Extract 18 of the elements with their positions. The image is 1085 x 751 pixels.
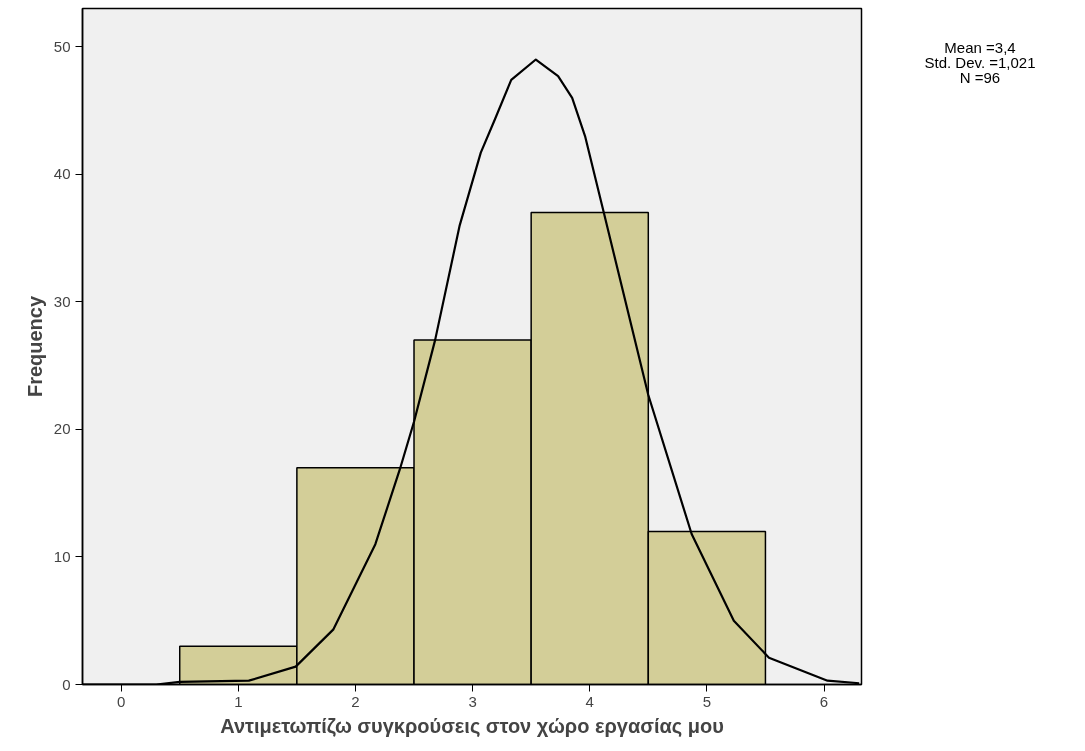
y-tick-label: 0 [62, 675, 71, 693]
text: Std. Dev. =1,021 [923, 54, 1037, 71]
x-tick-label: 0 [116, 692, 126, 710]
y-tick-label: 10 [53, 547, 71, 565]
x-tick-label: 2 [351, 692, 360, 710]
y-tick-label: 30 [53, 292, 71, 310]
y-axis-title: Frequency [23, 295, 46, 398]
x-axis-title: Αντιμετωπίζω συγκρούσεις στον χώρο εργασίας μου [220, 714, 724, 737]
x-tick-label: 4 [585, 692, 594, 710]
x-tick-label: 5 [702, 692, 712, 710]
y-tick-label: 40 [53, 165, 71, 183]
text: N =96 [958, 69, 1001, 86]
y-tick-label: 20 [53, 420, 71, 438]
x-tick-label: 3 [468, 692, 477, 710]
y-tick-label: 50 [53, 37, 71, 55]
x-tick-label: 1 [234, 692, 243, 710]
text: Mean =3,4 [943, 39, 1017, 56]
x-tick-label: 6 [819, 692, 829, 710]
